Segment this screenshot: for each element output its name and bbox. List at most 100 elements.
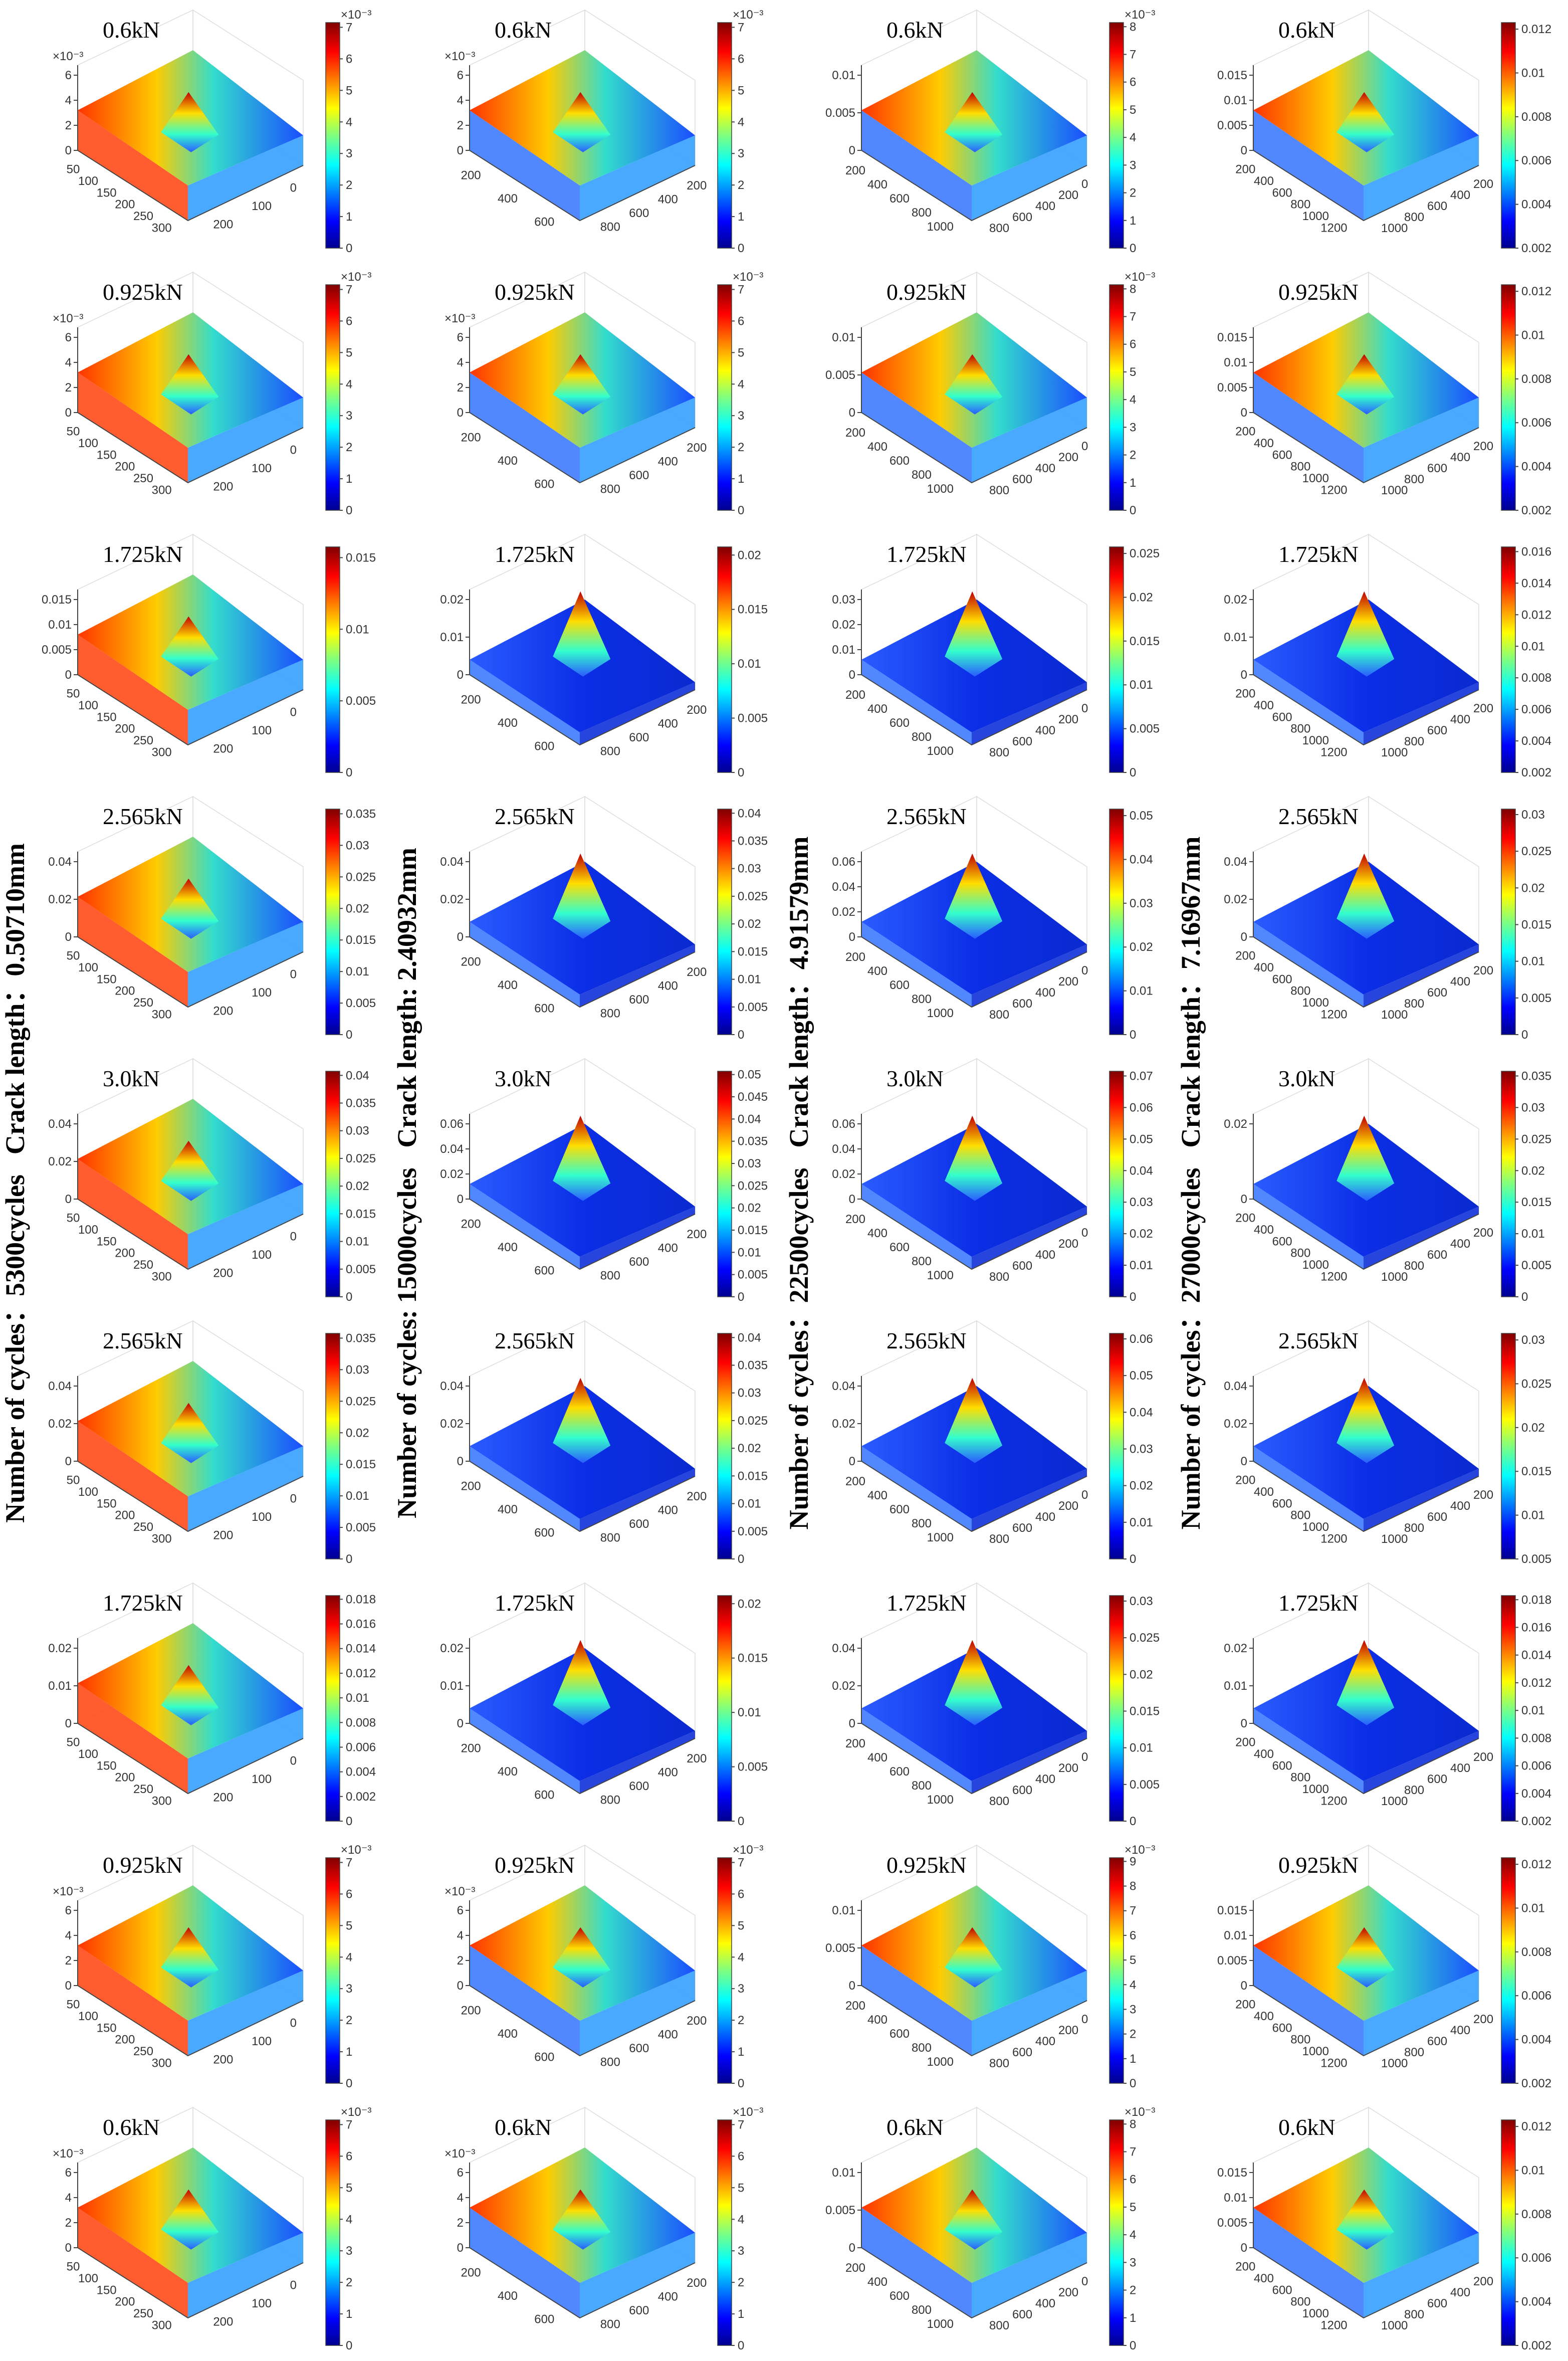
z-tick-label: 0.005 <box>42 643 72 657</box>
x-tick-label: 200 <box>1235 1474 1255 1487</box>
x-tick-label: 200 <box>461 168 481 182</box>
y-tick-label: 0 <box>1081 1226 1088 1240</box>
surface-side <box>78 1159 188 1269</box>
colorbar-tick-label: 2 <box>1130 2284 1136 2297</box>
colorbar-tick-label: 0.02 <box>1130 1479 1153 1493</box>
x-tick-label: 200 <box>1235 1736 1255 1749</box>
colorbar-tick-label: 0.004 <box>1521 2033 1551 2047</box>
z-tick-label: 0.01 <box>440 631 464 644</box>
y-tick-label: 100 <box>252 2035 272 2048</box>
y-tick-label: 800 <box>989 1532 1009 1546</box>
z-tick-label: 0.04 <box>48 855 72 869</box>
colorbar-tick-label: 0.006 <box>1521 2251 1551 2265</box>
y-tick-label: 400 <box>658 1241 678 1255</box>
colorbar-exponent: ×10⁻³ <box>341 1843 371 1857</box>
y-tick-label: 800 <box>989 1270 1009 1284</box>
x-tick-label: 150 <box>97 186 117 200</box>
y-tick-label: 0 <box>290 181 297 194</box>
y-tick-label: 600 <box>1012 1259 1032 1273</box>
panel-title: 3.0kN <box>103 1066 160 1091</box>
x-tick-label: 200 <box>845 426 865 440</box>
colorbar-tick-label: 3 <box>738 409 744 423</box>
colorbar-tick-label: 0.002 <box>1521 1815 1551 1828</box>
x-tick-label: 50 <box>67 1736 80 1749</box>
axis-line <box>861 2162 1087 2319</box>
z-tick-label: 0.02 <box>440 1642 464 1655</box>
colorbar-tick-label: 0.02 <box>1521 1164 1545 1177</box>
colorbar-tick-label: 5 <box>738 84 744 97</box>
subplot: 1.725kN00.020.04200400600800100002004006… <box>832 1582 1160 1828</box>
colorbar-tick-label: 4 <box>1130 1978 1136 1992</box>
colorbar-tick-label: 0.004 <box>1521 2295 1551 2309</box>
subplot: 1.725kN00.010.02501001502002503000100200… <box>48 1582 376 1828</box>
colorbar-tick-label: 7 <box>1130 48 1136 61</box>
subplot: 2.565kN00.020.04501001502002503000100200… <box>48 796 376 1042</box>
z-tick-label: 0 <box>457 1979 464 1993</box>
x-tick-label: 50 <box>67 2260 80 2274</box>
z-tick-label: 0 <box>65 2241 72 2255</box>
y-tick-label: 600 <box>1427 1510 1447 1524</box>
y-tick-label: 400 <box>1035 724 1055 737</box>
y-tick-label: 800 <box>989 1008 1009 1022</box>
colorbar-tick-label: 0.01 <box>738 973 761 987</box>
colorbar-tick-label: 0.01 <box>1521 2163 1545 2177</box>
surface-side <box>470 372 580 483</box>
x-tick-label: 200 <box>461 1217 481 1231</box>
panel-title: 0.925kN <box>886 1852 967 1878</box>
colorbar-tick-label: 0.005 <box>1521 1259 1551 1272</box>
colorbar-tick-label: 1 <box>1130 2311 1136 2325</box>
y-tick-label: 0 <box>1081 1750 1088 1764</box>
colorbar-tick-label: 4 <box>346 115 352 129</box>
colorbar-tick-label: 8 <box>1130 2117 1136 2131</box>
colorbar-tick-label: 0.025 <box>346 1395 376 1408</box>
colorbar-tick-label: 0.015 <box>738 603 768 617</box>
panel-title: 0.925kN <box>1278 279 1359 305</box>
axis-line <box>469 589 696 746</box>
z-tick-label: 0 <box>1241 1717 1247 1730</box>
x-tick-label: 200 <box>1235 2260 1255 2274</box>
subplot: 0.6kN0246×10⁻³50100150200250300010020001… <box>53 2105 371 2352</box>
colorbar-tick-label: 8 <box>1130 282 1136 296</box>
x-tick-label: 600 <box>1272 1235 1292 1248</box>
surface-side <box>188 660 303 745</box>
colorbar-tick-label: 6 <box>346 52 352 66</box>
surface-side <box>470 660 580 745</box>
colorbar-tick-label: 2 <box>1130 2028 1136 2041</box>
z-tick-label: 0.01 <box>832 69 855 82</box>
colorbar-tick-label: 0 <box>346 2077 352 2090</box>
colorbar-tick-label: 0 <box>1130 1815 1136 1828</box>
colorbar <box>1501 1333 1516 1559</box>
surface-side <box>972 2233 1087 2318</box>
x-tick-label: 300 <box>152 1794 172 1808</box>
z-tick-label: 0.02 <box>832 905 855 919</box>
panel-title: 0.925kN <box>103 1852 183 1878</box>
y-tick-label: 400 <box>658 717 678 730</box>
colorbar-tick-label: 0.025 <box>1130 1631 1160 1645</box>
z-tick-label: 0.03 <box>832 593 855 607</box>
panel-title: 2.565kN <box>1278 1328 1359 1353</box>
colorbar-tick-label: 3 <box>1130 158 1136 172</box>
x-tick-label: 800 <box>912 2041 932 2055</box>
colorbar-tick-label: 0.015 <box>1130 1704 1160 1718</box>
x-tick-label: 400 <box>1254 2010 1274 2023</box>
z-tick-label: 0 <box>1241 1979 1247 1993</box>
colorbar-tick-label: 1 <box>1130 476 1136 490</box>
y-tick-label: 200 <box>213 2053 233 2067</box>
panel-title: 0.925kN <box>1278 1852 1359 1878</box>
z-tick-label: 0.02 <box>48 1642 72 1655</box>
y-tick-label: 600 <box>1012 997 1032 1011</box>
surface-peak <box>553 1640 611 1725</box>
surface-side <box>1253 110 1364 221</box>
x-tick-label: 250 <box>133 2045 153 2058</box>
colorbar-tick-label: 4 <box>738 2213 744 2226</box>
subplot: 0.925kN0246×10⁻³501001502002503000100200… <box>53 270 371 517</box>
colorbar-tick-label: 4 <box>738 377 744 391</box>
x-tick-label: 50 <box>67 949 80 963</box>
axis-line <box>861 1114 1087 1270</box>
colorbar-tick-label: 0.018 <box>346 1593 376 1606</box>
colorbar-tick-label: 7 <box>346 2118 352 2131</box>
y-tick-label: 100 <box>252 724 272 737</box>
surface-side <box>1253 660 1364 745</box>
colorbar <box>1109 284 1124 511</box>
colorbar-tick-label: 0 <box>1130 1028 1136 1042</box>
